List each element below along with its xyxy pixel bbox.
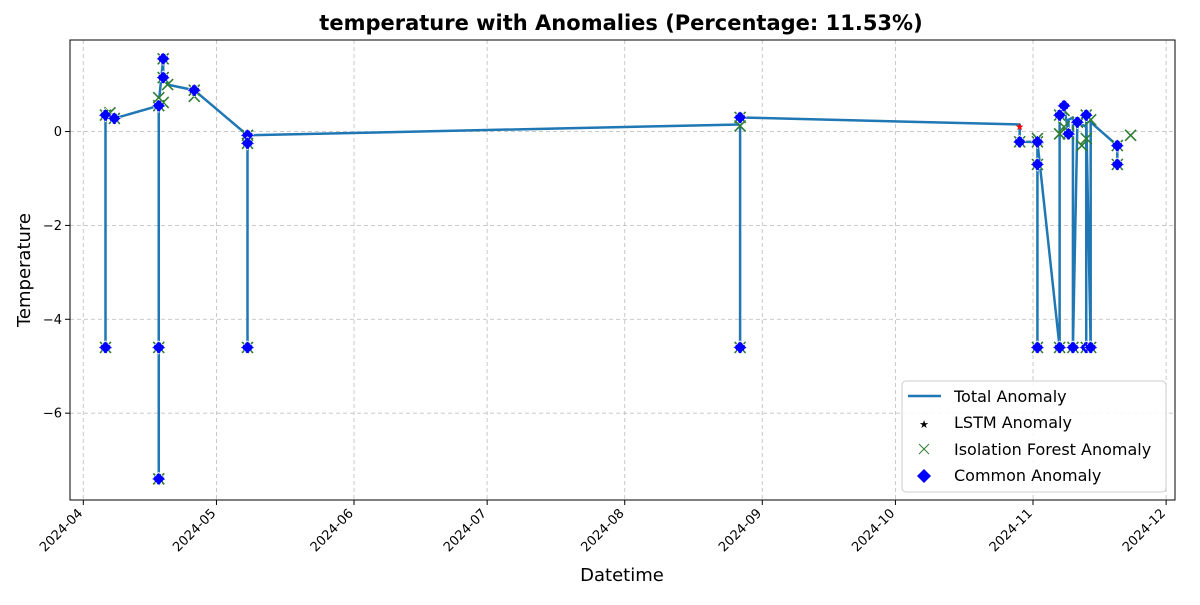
lstm-anomaly-point: [1015, 122, 1024, 131]
common-anomaly-point: [98, 340, 113, 355]
common-anomaly-point: [1012, 134, 1027, 149]
common-anomaly-point: [1083, 340, 1098, 355]
common-anomaly-point: [240, 136, 255, 151]
common-anomaly-point: [1052, 108, 1067, 123]
series-layer: [98, 51, 1137, 486]
common-anomaly-point: [1070, 115, 1085, 130]
iforest-anomaly-point: [1053, 127, 1066, 140]
common-anomaly-point: [1110, 157, 1125, 172]
y-tick-label: 0: [54, 125, 62, 140]
common-anomaly-point: [1061, 126, 1076, 141]
common-anomaly-point: [1030, 134, 1045, 149]
common-anomaly-point: [1056, 98, 1072, 113]
legend-label-common: Common Anomaly: [954, 466, 1101, 485]
common-anomaly-point: [151, 98, 166, 113]
common-anomaly-point: [1030, 157, 1045, 172]
chart-title: temperature with Anomalies (Percentage: …: [319, 11, 922, 35]
y-tick-label: −6: [43, 407, 62, 422]
plot-frame: [69, 39, 1176, 501]
common-anomaly-point: [151, 340, 166, 355]
common-anomaly-point: [156, 51, 171, 66]
common-anomaly-point: [1110, 138, 1125, 153]
y-tick-label: −4: [43, 313, 62, 328]
y-axis-label: Temperature: [14, 213, 35, 328]
legend-swatch-iforest: [918, 443, 930, 455]
common-anomaly-point: [156, 70, 171, 85]
legend-label-total: Total Anomaly: [953, 387, 1067, 406]
common-anomaly-point: [107, 111, 122, 126]
common-anomaly-point: [1052, 340, 1067, 355]
iforest-anomaly-point: [1124, 129, 1137, 142]
common-anomaly-point: [733, 340, 748, 355]
legend-label-lstm: LSTM Anomaly: [954, 413, 1072, 432]
common-anomaly-point: [1065, 340, 1080, 355]
y-tick-label: −2: [43, 219, 62, 234]
common-anomaly-point: [1079, 108, 1094, 123]
legend-swatch-lstm: ★: [919, 418, 929, 431]
x-axis-label: Datetime: [580, 565, 664, 586]
common-anomaly-point: [151, 471, 166, 486]
common-anomaly-point: [187, 83, 202, 98]
iforest-anomaly-point: [1080, 132, 1093, 145]
common-anomaly-point: [1030, 340, 1045, 355]
legend-swatch-common: [917, 469, 931, 483]
legend: Total Anomaly ★ LSTM Anomaly Isolation F…: [901, 380, 1167, 493]
common-anomaly-point: [733, 110, 748, 125]
iforest-anomaly-point: [1075, 139, 1088, 152]
legend-box: [901, 380, 1167, 493]
iforest-anomaly-point: [734, 119, 747, 132]
common-anomaly-point: [240, 340, 255, 355]
legend-label-iforest: Isolation Forest Anomaly: [954, 440, 1151, 459]
